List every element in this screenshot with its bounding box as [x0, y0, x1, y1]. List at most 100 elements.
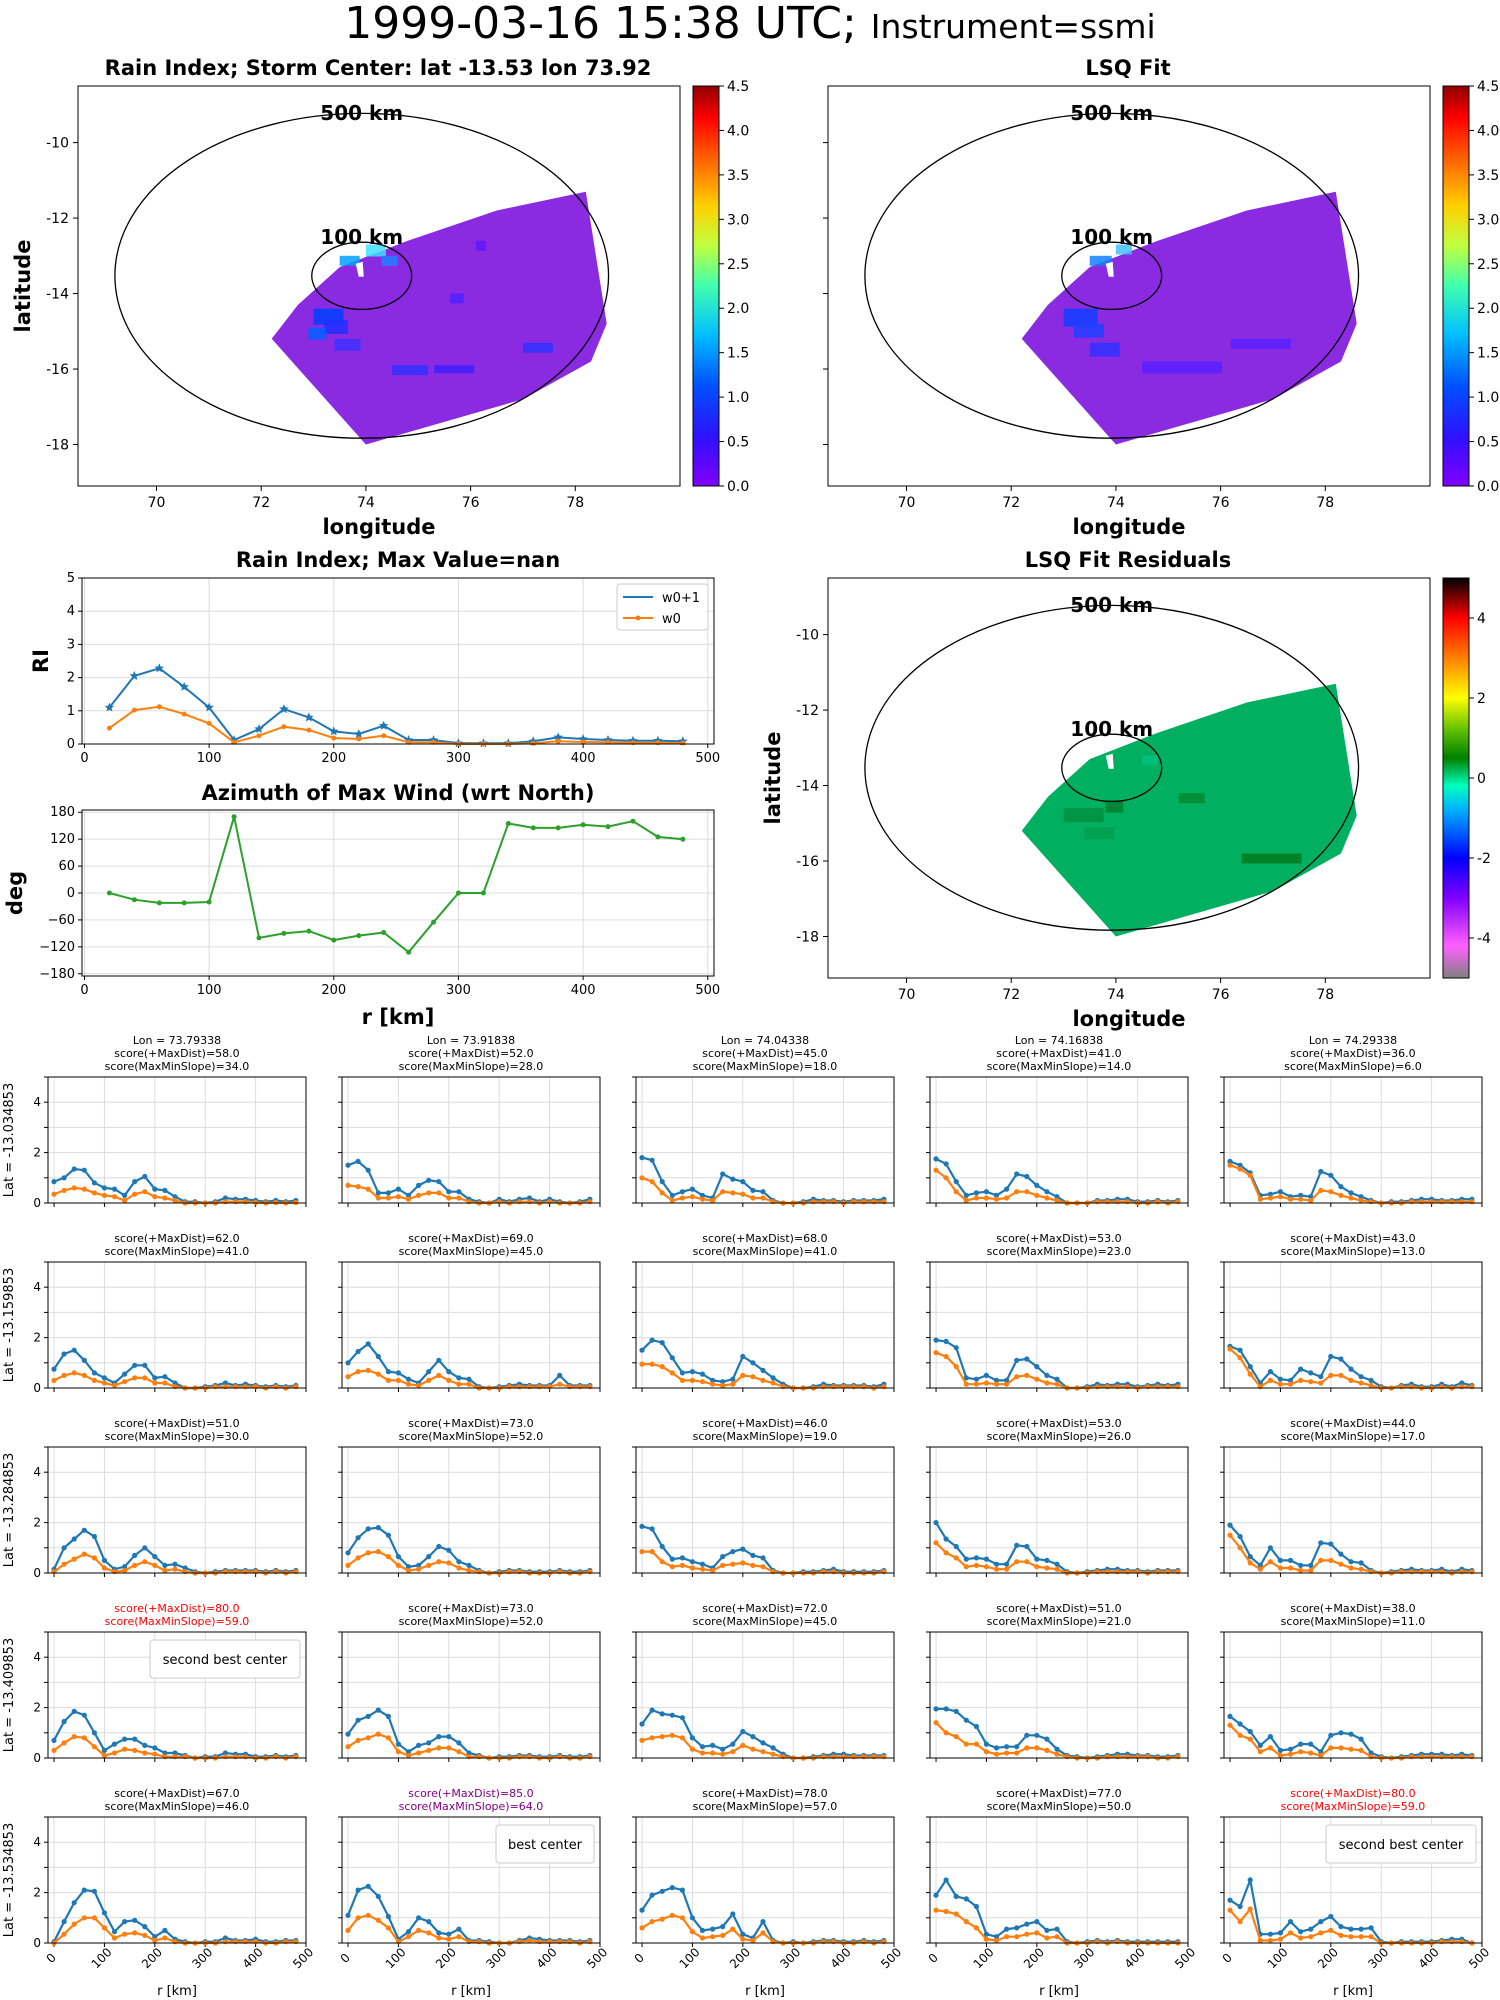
y-tick-label: 4	[67, 604, 75, 619]
series-marker	[780, 1754, 786, 1760]
series-marker	[281, 930, 287, 936]
series-marker	[142, 1932, 148, 1938]
series-marker	[355, 1348, 361, 1355]
map-xlabel: longitude	[1072, 1007, 1185, 1031]
series-marker	[446, 1936, 452, 1942]
series-marker	[345, 1731, 351, 1737]
series-marker	[111, 1186, 118, 1192]
series-marker	[770, 1745, 776, 1751]
series-marker	[649, 1892, 655, 1898]
series-marker	[172, 1194, 178, 1200]
series-marker	[720, 1189, 726, 1195]
series-marker	[1298, 1929, 1304, 1935]
series-marker	[416, 1192, 422, 1198]
x-tick-label: 500	[1172, 1945, 1198, 1971]
legend-label-w0p1: w0+1	[662, 591, 700, 606]
x-tick-label: 400	[571, 983, 596, 998]
series-marker	[1044, 1189, 1050, 1195]
series-marker	[973, 1190, 980, 1196]
series-marker	[345, 1182, 351, 1188]
series-marker	[1124, 1199, 1131, 1205]
series-marker	[1338, 1184, 1344, 1190]
lat-tick-label: -12	[46, 211, 69, 227]
rain-patch	[365, 244, 386, 257]
series-marker	[182, 1565, 188, 1571]
series-marker	[1024, 1356, 1030, 1362]
panel-title-line: score(+MaxDist)=53.0	[996, 1232, 1122, 1245]
series-marker	[1247, 1560, 1253, 1566]
panel-title: score(+MaxDist)=53.0 score(MaxMinSlope)=2…	[910, 1417, 1208, 1443]
series-marker	[760, 1377, 766, 1383]
series-marker	[1308, 1370, 1314, 1376]
series-marker	[436, 1734, 442, 1740]
series-marker	[639, 1549, 645, 1555]
series-marker	[1104, 1199, 1110, 1205]
series-marker	[142, 1173, 148, 1180]
series-marker	[1318, 1380, 1324, 1386]
lon-tick-label: 72	[252, 495, 270, 511]
series-marker	[933, 1540, 939, 1546]
y-tick-label: 180	[50, 805, 75, 820]
series-marker	[659, 1340, 665, 1346]
panel-title: Lon = 74.29338 score(+MaxDist)=36.0 score(…	[1204, 1034, 1500, 1073]
series-marker	[131, 707, 137, 713]
series-marker	[1308, 1741, 1314, 1747]
series-marker	[436, 1930, 442, 1936]
y-tick-label: 2	[33, 1886, 41, 1900]
series-marker	[51, 1377, 57, 1383]
series-marker	[553, 732, 563, 742]
series-line	[108, 705, 683, 745]
plot-area	[342, 1632, 600, 1758]
series-marker	[1237, 1355, 1243, 1361]
plot-area	[930, 1262, 1188, 1388]
colorbar-tick-label: 2	[1477, 691, 1486, 707]
series-marker	[1227, 1162, 1233, 1168]
series-marker	[436, 1357, 442, 1363]
rain-patch	[1089, 342, 1120, 357]
series-marker	[1257, 1196, 1263, 1202]
series-marker	[649, 1337, 655, 1343]
panel-title-line: score(MaxMinSlope)=11.0	[1280, 1615, 1426, 1628]
plot-frame	[929, 1446, 1189, 1574]
series-marker	[933, 1337, 939, 1343]
series-marker	[355, 1369, 361, 1375]
series-marker	[273, 1384, 279, 1390]
plot-frame	[47, 1631, 307, 1759]
series-marker	[861, 1754, 867, 1760]
series-marker	[1429, 1569, 1435, 1575]
series-marker	[820, 1199, 827, 1205]
series-marker	[71, 1166, 77, 1172]
series-marker	[122, 1379, 128, 1385]
x-tick-label: 500	[1466, 1945, 1492, 1971]
series-marker	[385, 1925, 391, 1931]
series-marker	[111, 1935, 118, 1941]
series-marker	[1287, 1196, 1294, 1202]
rain-patch	[1089, 255, 1112, 266]
panel-title-line: score(+MaxDist)=38.0	[1290, 1602, 1416, 1615]
series-marker	[395, 1194, 401, 1200]
series-marker	[101, 1185, 107, 1191]
series-marker	[557, 1569, 563, 1575]
series-marker	[699, 1750, 706, 1756]
series-marker	[750, 1360, 756, 1366]
series-marker	[81, 1712, 87, 1718]
series-marker	[1227, 1713, 1233, 1719]
panel-title-line: score(MaxMinSlope)=19.0	[692, 1430, 838, 1443]
title-time: 1999-03-16 15:38 UTC;	[344, 0, 857, 49]
plot-frame	[341, 1076, 601, 1204]
series-marker	[405, 1381, 412, 1387]
series-marker	[365, 1167, 371, 1173]
series-marker	[1004, 1377, 1010, 1383]
series-marker	[526, 1754, 533, 1760]
panel-legend-label: best center	[508, 1838, 583, 1853]
series-marker	[436, 1559, 442, 1565]
series-marker	[132, 1552, 138, 1558]
series-marker	[973, 1925, 980, 1931]
x-tick-label: 300	[446, 751, 471, 766]
series-marker	[557, 1754, 563, 1760]
series-marker	[669, 1885, 675, 1891]
ring-500km	[864, 112, 1360, 439]
series-marker	[456, 1195, 462, 1201]
rain-patch	[1063, 308, 1098, 327]
series-marker	[1408, 1384, 1415, 1390]
